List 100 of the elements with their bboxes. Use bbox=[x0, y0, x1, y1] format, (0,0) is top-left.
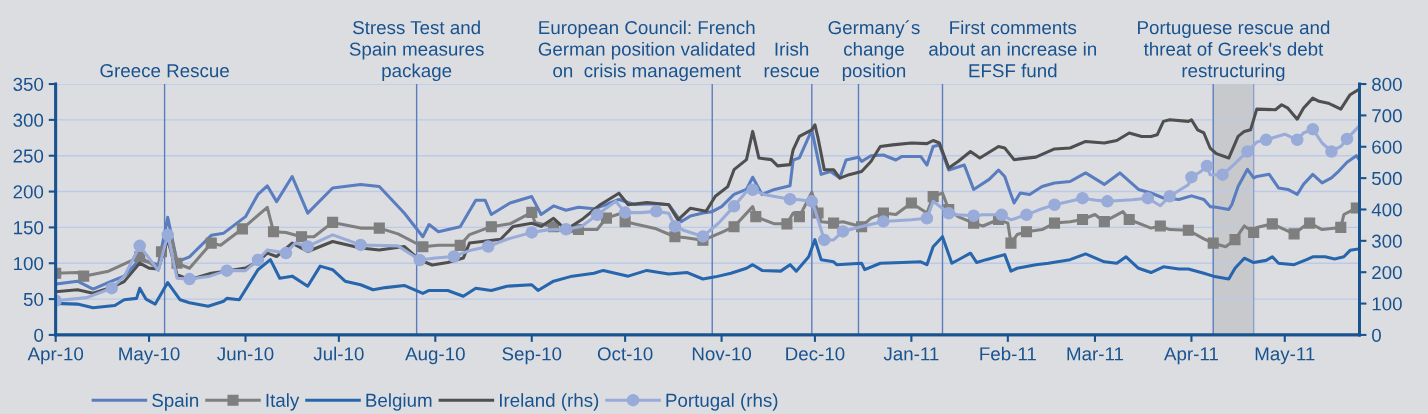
point bbox=[669, 231, 681, 243]
legend-label: Spain bbox=[152, 393, 199, 411]
point bbox=[1288, 228, 1300, 240]
point bbox=[793, 211, 805, 223]
ref-line-label: Irish rescue bbox=[764, 42, 819, 78]
point bbox=[559, 222, 573, 236]
point bbox=[696, 230, 710, 243]
point bbox=[251, 253, 265, 267]
point bbox=[942, 206, 955, 220]
point bbox=[1229, 234, 1241, 246]
point bbox=[905, 197, 917, 209]
point bbox=[220, 264, 234, 277]
point bbox=[927, 191, 939, 203]
point bbox=[1005, 237, 1017, 249]
point bbox=[746, 183, 759, 196]
y2-tick-label: 500 bbox=[1372, 171, 1402, 186]
point bbox=[105, 281, 118, 295]
point bbox=[1241, 145, 1254, 158]
x-tick-label: May-10 bbox=[119, 347, 180, 365]
point bbox=[781, 218, 793, 230]
y2-tick-label: 300 bbox=[1371, 234, 1402, 248]
point bbox=[1048, 217, 1061, 229]
legend-label: Ireland (rhs) bbox=[499, 393, 599, 411]
point bbox=[205, 237, 217, 249]
point bbox=[481, 240, 495, 253]
point bbox=[1020, 226, 1033, 238]
point bbox=[1325, 145, 1338, 158]
y2-tick-label: 200 bbox=[1372, 265, 1402, 280]
point bbox=[590, 208, 604, 222]
x-tick-label: Sep-10 bbox=[502, 347, 562, 365]
point bbox=[78, 270, 90, 282]
point bbox=[1076, 213, 1089, 226]
point bbox=[618, 206, 632, 219]
point bbox=[1248, 226, 1260, 238]
y2-tick-label: 600 bbox=[1372, 140, 1402, 154]
point bbox=[183, 272, 196, 286]
point bbox=[1020, 208, 1033, 222]
point bbox=[1048, 198, 1061, 212]
point bbox=[920, 212, 934, 225]
point bbox=[279, 246, 293, 260]
x-tick-label: Jun-10 bbox=[217, 347, 274, 361]
point bbox=[354, 238, 367, 252]
point bbox=[727, 200, 741, 213]
point bbox=[133, 239, 146, 253]
point bbox=[649, 205, 663, 218]
ref-line-label: First comments about an increase in EFSF fund bbox=[929, 20, 1096, 78]
x-tick-label: Feb-11 bbox=[980, 346, 1036, 361]
band-label: Portuguese rescue and threat of Greek's debt restructuring bbox=[1138, 20, 1330, 82]
legend-label: Portugal (rhs) bbox=[666, 393, 778, 411]
point bbox=[805, 195, 819, 208]
point bbox=[447, 250, 461, 263]
line-series bbox=[55, 87, 1360, 295]
point bbox=[750, 211, 762, 223]
y2-tick-label: 0 bbox=[1371, 328, 1381, 342]
point bbox=[818, 233, 831, 247]
legend-label: Belgium bbox=[366, 393, 432, 411]
point bbox=[526, 206, 538, 218]
ref-line-label: Germany´s change position bbox=[828, 20, 920, 82]
x-tick-label: Aug-10 bbox=[405, 347, 465, 365]
x-tick-label: Mar-11 bbox=[1067, 347, 1124, 361]
point bbox=[525, 226, 539, 239]
point bbox=[1340, 132, 1354, 146]
x-tick-label: Apr-10 bbox=[27, 347, 84, 365]
point bbox=[295, 231, 308, 243]
y-tick-label: 250 bbox=[13, 149, 44, 163]
y-tick-label: 100 bbox=[14, 256, 44, 271]
x-tick-label: Apr-11 bbox=[1164, 347, 1218, 365]
point bbox=[1266, 218, 1278, 230]
y2-tick-label: 400 bbox=[1371, 203, 1402, 217]
point bbox=[1098, 216, 1110, 228]
point bbox=[485, 221, 497, 233]
point bbox=[236, 223, 248, 235]
point bbox=[267, 226, 280, 238]
y-tick-label: 0 bbox=[34, 328, 44, 342]
point bbox=[967, 209, 980, 223]
y-tick-label: 350 bbox=[13, 77, 44, 92]
ref-line-label: Stress Test and Spain measures package bbox=[349, 20, 484, 82]
point bbox=[327, 216, 339, 228]
y2-tick-label: 100 bbox=[1372, 297, 1402, 311]
point bbox=[1304, 217, 1316, 229]
point bbox=[1290, 133, 1304, 147]
point bbox=[301, 240, 314, 253]
point bbox=[877, 215, 890, 228]
point bbox=[836, 225, 850, 238]
x-tick-label: May-11 bbox=[1255, 347, 1315, 365]
y-tick-label: 300 bbox=[13, 113, 44, 127]
point bbox=[1076, 191, 1089, 205]
y-tick-label: 150 bbox=[14, 221, 44, 235]
y-tick-label: 200 bbox=[13, 185, 44, 199]
point bbox=[161, 228, 174, 242]
point bbox=[728, 221, 740, 233]
y-tick-label: 50 bbox=[23, 292, 44, 307]
point bbox=[783, 192, 797, 206]
point bbox=[1259, 133, 1273, 147]
ref-line-label: European Council: French German position validated on crisis management bbox=[538, 20, 755, 82]
y2-tick-label: 800 bbox=[1372, 77, 1402, 92]
x-tick-label: Dec-10 bbox=[786, 347, 845, 361]
point bbox=[1141, 191, 1155, 205]
point bbox=[995, 208, 1008, 222]
point bbox=[668, 220, 682, 233]
